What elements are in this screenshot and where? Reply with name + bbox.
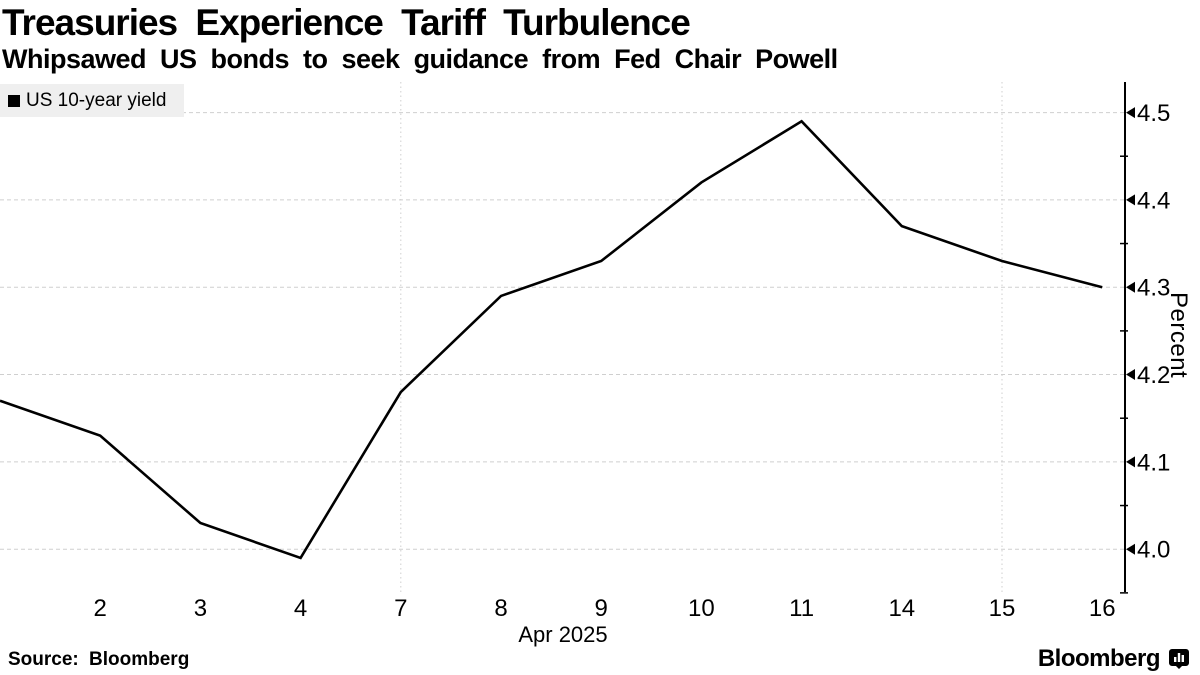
svg-text:10: 10 bbox=[688, 595, 715, 622]
bloomberg-bars-icon bbox=[1169, 649, 1189, 669]
svg-text:15: 15 bbox=[989, 595, 1016, 622]
bloomberg-logo: Bloomberg bbox=[1038, 645, 1190, 673]
legend-swatch-icon bbox=[8, 94, 20, 107]
chart-title: Treasuries Experience Tariff Turbulence bbox=[2, 2, 691, 43]
y-axis-label: Percent bbox=[1165, 292, 1192, 379]
svg-text:11: 11 bbox=[789, 595, 814, 622]
svg-text:2: 2 bbox=[94, 595, 107, 622]
source-note: Source: Bloomberg bbox=[8, 649, 190, 670]
svg-text:4.0: 4.0 bbox=[1137, 537, 1170, 564]
svg-text:9: 9 bbox=[595, 595, 608, 622]
svg-text:4: 4 bbox=[294, 595, 307, 622]
svg-text:4.5: 4.5 bbox=[1137, 100, 1170, 127]
line-chart: 4.0 4.1 4.2 4.3 4.4 4.5 2 3 4 7 8 9 10 11 14 15 16 bbox=[0, 82, 1170, 622]
svg-text:4.1: 4.1 bbox=[1137, 449, 1170, 476]
svg-text:3: 3 bbox=[194, 595, 207, 622]
svg-text:4.4: 4.4 bbox=[1137, 187, 1170, 214]
svg-text:4.2: 4.2 bbox=[1137, 362, 1170, 389]
legend: US 10-year yield bbox=[0, 84, 185, 117]
svg-text:14: 14 bbox=[888, 595, 915, 622]
bloomberg-wordmark: Bloomberg bbox=[1037, 645, 1161, 672]
svg-text:16: 16 bbox=[1089, 595, 1116, 622]
svg-text:4.3: 4.3 bbox=[1137, 275, 1170, 302]
chart-subtitle: Whipsawed US bonds to seek guidance from… bbox=[2, 44, 838, 74]
svg-text:8: 8 bbox=[494, 595, 507, 622]
svg-text:7: 7 bbox=[394, 595, 407, 622]
legend-label: US 10-year yield bbox=[26, 89, 167, 111]
x-axis-caption: Apr 2025 bbox=[518, 622, 608, 647]
